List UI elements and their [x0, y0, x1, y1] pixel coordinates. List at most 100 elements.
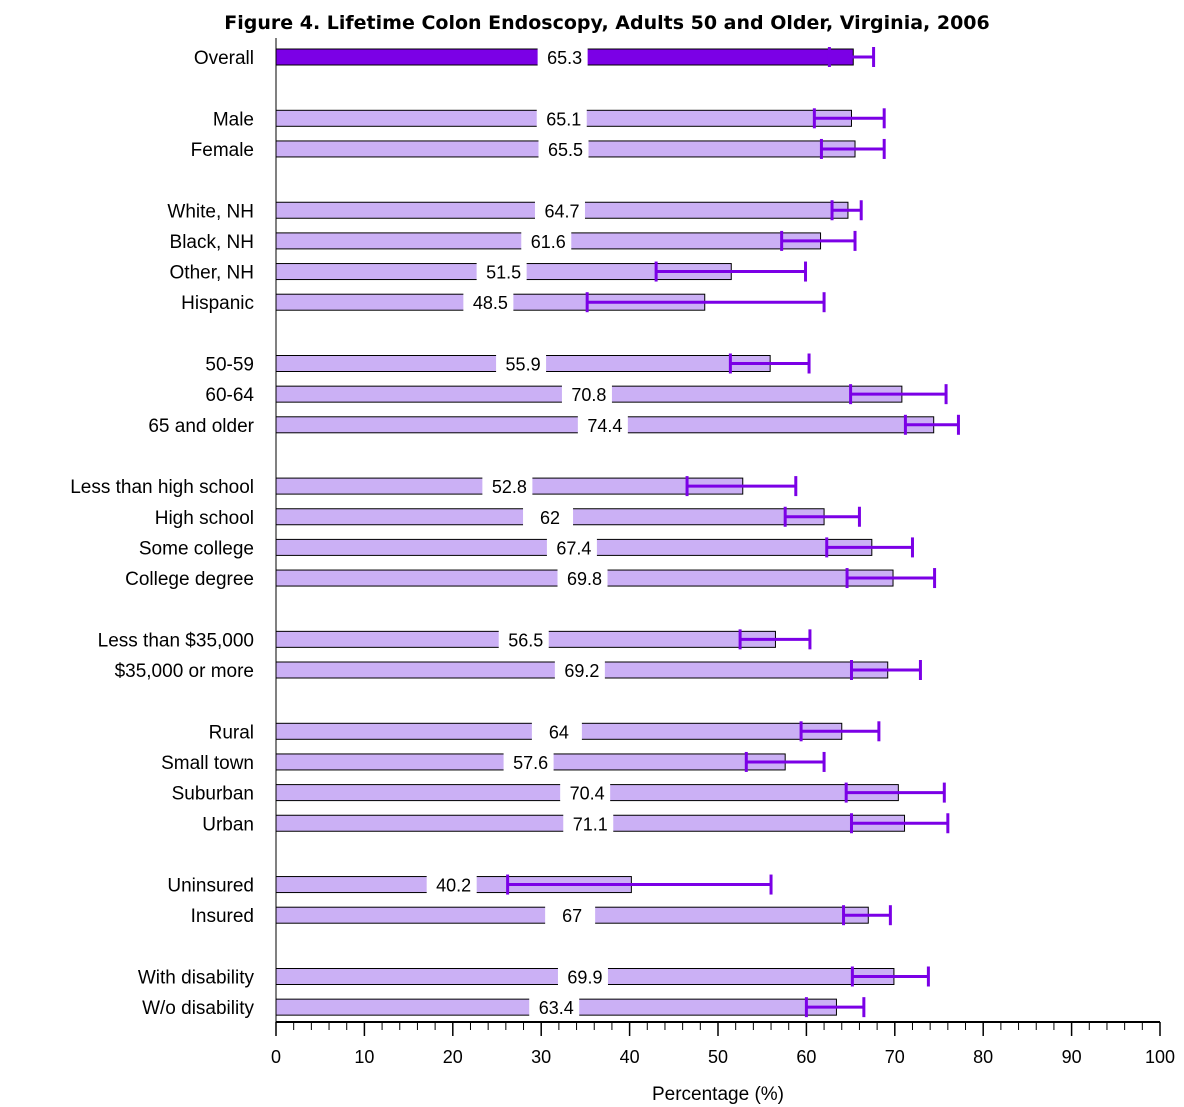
value-label-bg-some-college	[546, 537, 597, 558]
value-label-college-degree: 69.8	[567, 569, 602, 589]
value-label-bg-suburban	[560, 782, 611, 803]
value-label-bg-less-than-high-school	[482, 476, 533, 497]
value-label-bg-female	[538, 138, 589, 159]
value-label-black-nh: 61.6	[531, 232, 566, 252]
bars-layer: Overall 65.3 Male 65.1 Female 65.5 White, NH 64…	[70, 47, 960, 1019]
value-label-suburban: 70.4	[570, 784, 605, 804]
value-label-bg-high-school	[523, 506, 574, 527]
x-tick-label-80: 80	[973, 1047, 993, 1067]
value-label-bg-rural	[531, 721, 582, 742]
error-bar-less-than-high-school	[685, 476, 798, 497]
category-label-w-o-disability: W/o disability	[142, 998, 254, 1019]
category-label-other-nh: Other, NH	[170, 263, 254, 284]
category-label-black-nh: Black, NH	[170, 232, 254, 253]
category-label-high-school: High school	[155, 508, 254, 529]
category-label-less-than-high-school: Less than high school	[70, 477, 254, 498]
error-bar-50-59	[728, 353, 811, 374]
error-bar-hispanic	[585, 292, 826, 313]
x-tick-label-40: 40	[620, 1047, 640, 1067]
value-label-bg-insured	[545, 905, 596, 926]
category-label-35-000-or-more: $35,000 or more	[115, 661, 254, 682]
value-label-bg-less-than-35-000	[498, 629, 549, 650]
value-label-bg-black-nh	[521, 230, 572, 251]
error-bar-uninsured	[506, 874, 773, 895]
error-bar-small-town	[744, 751, 826, 772]
category-label-insured: Insured	[191, 906, 254, 927]
value-label-60-64: 70.8	[571, 385, 606, 405]
error-bar-w-o-disability	[804, 997, 866, 1018]
value-label-white-nh: 64.7	[544, 201, 579, 221]
value-label-50-59: 55.9	[506, 355, 541, 375]
error-bar-high-school	[783, 506, 861, 527]
error-bar-rural	[799, 721, 881, 742]
value-label-less-than-high-school: 52.8	[492, 477, 527, 497]
error-bar-with-disability	[850, 966, 930, 987]
error-bar-65-and-older	[903, 414, 960, 435]
x-tick-label-100: 100	[1145, 1047, 1175, 1067]
value-label-less-than-35-000: 56.5	[508, 630, 543, 650]
value-label-bg-white-nh	[534, 200, 585, 221]
value-label-other-nh: 51.5	[486, 263, 521, 283]
value-label-bg-other-nh	[476, 261, 527, 282]
error-bar-suburban	[844, 782, 946, 803]
x-axis: 0 10 20 30 40 50 60 70 80 90 100	[271, 38, 1175, 1067]
value-label-w-o-disability: 63.4	[539, 998, 574, 1018]
value-label-bg-small-town	[503, 751, 554, 772]
category-label-suburban: Suburban	[172, 784, 254, 805]
category-label-some-college: Some college	[139, 538, 254, 559]
category-label-male: Male	[213, 109, 254, 130]
error-bar-white-nh	[830, 200, 863, 221]
x-tick-label-0: 0	[271, 1047, 281, 1067]
value-label-bg-male	[536, 108, 587, 129]
error-bar-less-than-35-000	[738, 629, 812, 650]
value-label-bg-hispanic	[463, 292, 514, 313]
x-tick-label-90: 90	[1062, 1047, 1082, 1067]
x-tick-label-50: 50	[708, 1047, 728, 1067]
category-label-white-nh: White, NH	[167, 201, 254, 222]
category-label-urban: Urban	[202, 814, 254, 835]
category-label-college-degree: College degree	[125, 569, 254, 590]
value-label-bg-50-59	[496, 353, 547, 374]
value-label-high-school: 62	[540, 508, 560, 528]
value-label-bg-uninsured	[426, 874, 477, 895]
category-label-with-disability: With disability	[138, 968, 255, 989]
category-label-uninsured: Uninsured	[167, 876, 254, 897]
value-label-bg-w-o-disability	[529, 997, 580, 1018]
value-label-35-000-or-more: 69.2	[564, 661, 599, 681]
category-label-overall: Overall	[194, 48, 254, 69]
value-label-bg-overall	[537, 47, 588, 67]
category-label-rural: Rural	[209, 722, 254, 743]
error-bar-black-nh	[780, 230, 857, 251]
category-label-65-and-older: 65 and older	[148, 416, 254, 437]
category-label-female: Female	[191, 140, 254, 161]
x-tick-label-10: 10	[354, 1047, 374, 1067]
value-label-small-town: 57.6	[513, 753, 548, 773]
chart-title: Figure 4. Lifetime Colon Endoscopy, Adul…	[224, 12, 990, 34]
value-label-bg-60-64	[561, 384, 612, 405]
x-tick-label-60: 60	[796, 1047, 816, 1067]
value-label-bg-urban	[563, 813, 614, 834]
value-label-some-college: 67.4	[556, 538, 591, 558]
value-label-overall: 65.3	[547, 48, 582, 68]
category-label-less-than-35-000: Less than $35,000	[98, 630, 254, 651]
x-tick-label-70: 70	[885, 1047, 905, 1067]
error-bar-other-nh	[654, 261, 808, 282]
x-axis-title: Percentage (%)	[652, 1084, 784, 1105]
value-label-with-disability: 69.9	[567, 968, 602, 988]
category-label-50-59: 50-59	[205, 355, 254, 376]
error-bar-overall	[827, 47, 876, 67]
value-label-bg-with-disability	[557, 966, 608, 987]
x-tick-label-30: 30	[531, 1047, 551, 1067]
value-label-insured: 67	[562, 906, 582, 926]
value-label-rural: 64	[549, 722, 569, 742]
value-label-bg-65-and-older	[577, 414, 628, 435]
category-label-small-town: Small town	[161, 753, 254, 774]
value-label-65-and-older: 74.4	[587, 416, 622, 436]
error-bar-insured	[842, 905, 892, 926]
value-label-male: 65.1	[546, 109, 581, 129]
value-label-urban: 71.1	[573, 814, 608, 834]
error-bar-urban	[849, 813, 950, 834]
error-bar-some-college	[825, 537, 914, 558]
error-bar-male	[812, 108, 886, 129]
error-bar-60-64	[849, 384, 948, 405]
